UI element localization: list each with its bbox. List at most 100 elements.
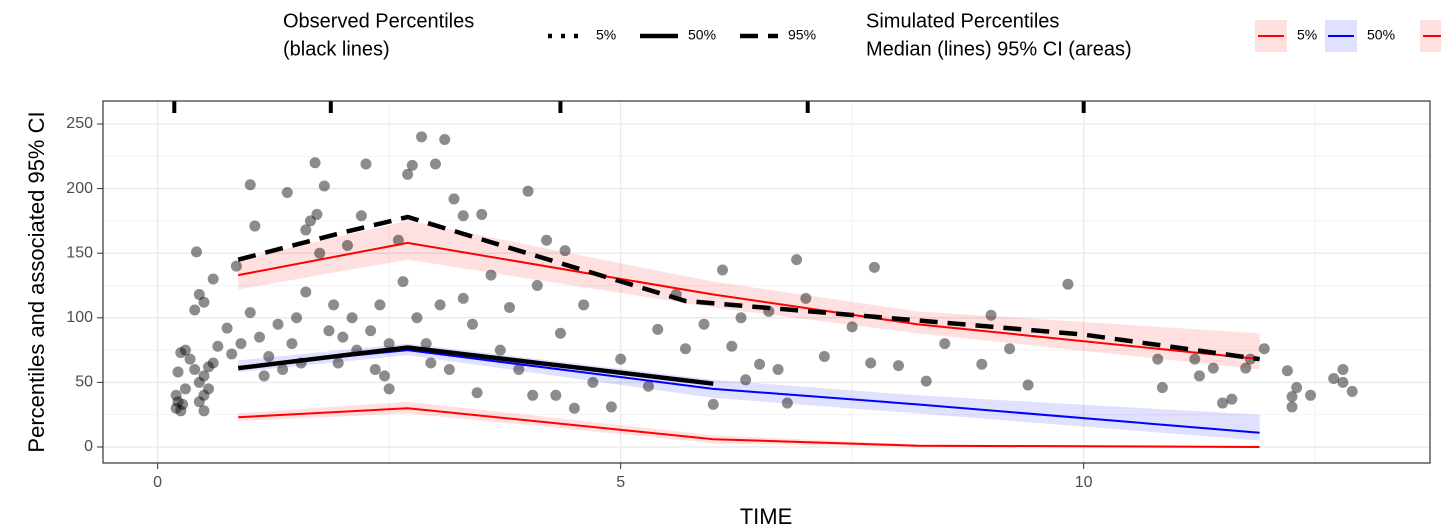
- observation: [772, 363, 784, 375]
- observation: [605, 401, 617, 413]
- observation: [383, 383, 395, 395]
- observation: [1281, 365, 1293, 377]
- observation: [554, 327, 566, 339]
- observation: [1286, 401, 1298, 413]
- observation: [189, 304, 201, 316]
- observation: [244, 179, 256, 191]
- legend-title: Simulated Percentiles: [866, 10, 1059, 32]
- observation: [1193, 370, 1205, 382]
- observation: [337, 331, 349, 343]
- observation: [527, 389, 539, 401]
- observation: [735, 312, 747, 324]
- observation: [1337, 376, 1349, 388]
- observation: [513, 363, 525, 375]
- observation: [311, 208, 323, 220]
- observation: [392, 234, 404, 246]
- observation: [172, 366, 184, 378]
- x-axis-title: TIME: [740, 504, 793, 529]
- observation: [976, 358, 988, 370]
- observation: [846, 321, 858, 333]
- observation: [1258, 343, 1270, 355]
- observed-line: [237, 214, 1260, 362]
- observation: [726, 340, 738, 352]
- observation: [504, 301, 516, 313]
- observation: [698, 318, 710, 330]
- observation: [300, 224, 312, 236]
- observation: [818, 351, 830, 363]
- observation: [170, 402, 182, 414]
- observation: [277, 363, 289, 375]
- simulated-line: [238, 407, 1260, 448]
- y-tick-label: 150: [66, 244, 93, 261]
- observation: [457, 210, 469, 222]
- observation: [1240, 362, 1252, 374]
- observation: [1346, 385, 1358, 397]
- panel-border: [102, 100, 1431, 464]
- observation: [707, 398, 719, 410]
- observation: [170, 389, 182, 401]
- observation: [198, 389, 210, 401]
- observation: [425, 357, 437, 369]
- observation: [402, 168, 414, 180]
- observation: [791, 254, 803, 266]
- observation: [193, 289, 205, 301]
- observation: [587, 376, 599, 388]
- observation: [230, 260, 242, 272]
- observation: [341, 239, 353, 251]
- observation: [411, 312, 423, 324]
- observation: [318, 180, 330, 192]
- observation: [420, 338, 432, 350]
- observation: [1328, 373, 1340, 385]
- observation: [272, 318, 284, 330]
- legend-title: Observed Percentiles: [283, 10, 474, 32]
- observation: [1226, 393, 1238, 405]
- observation: [642, 380, 654, 392]
- observation: [457, 292, 469, 304]
- observation: [189, 363, 201, 375]
- observation: [892, 360, 904, 372]
- observation: [332, 357, 344, 369]
- observation: [304, 215, 316, 227]
- observation: [328, 299, 340, 311]
- y-tick-label: 100: [66, 309, 93, 326]
- observation: [448, 193, 460, 205]
- observation: [203, 383, 215, 395]
- observation: [207, 357, 219, 369]
- observation: [868, 261, 880, 273]
- observation: [652, 323, 664, 335]
- observation: [374, 299, 386, 311]
- observation: [865, 357, 877, 369]
- observation: [568, 402, 580, 414]
- observation: [541, 234, 553, 246]
- legend-label: 5%: [596, 27, 616, 43]
- observation: [198, 296, 210, 308]
- observed-line: [237, 345, 714, 386]
- observation: [717, 264, 729, 276]
- observation: [1189, 353, 1201, 365]
- x-tick-label: 10: [1075, 474, 1093, 491]
- observation: [1305, 389, 1317, 401]
- observation: [258, 370, 270, 382]
- observation: [235, 338, 247, 350]
- legend-title: (black lines): [283, 38, 390, 60]
- observation: [175, 347, 187, 359]
- observation: [203, 361, 215, 373]
- observation: [286, 338, 298, 350]
- observation: [244, 307, 256, 319]
- observation: [379, 370, 391, 382]
- observation: [429, 158, 441, 170]
- panel: [103, 101, 1430, 463]
- observation: [355, 210, 367, 222]
- simulated-line: [238, 241, 1260, 361]
- observation: [365, 325, 377, 337]
- observation: [191, 246, 203, 258]
- observation: [416, 131, 428, 143]
- observation: [198, 405, 210, 417]
- y-tick-label: 50: [75, 374, 93, 391]
- observation: [300, 286, 312, 298]
- observation: [281, 186, 293, 198]
- observation: [309, 157, 321, 169]
- observation: [175, 405, 187, 417]
- observation: [1156, 382, 1168, 394]
